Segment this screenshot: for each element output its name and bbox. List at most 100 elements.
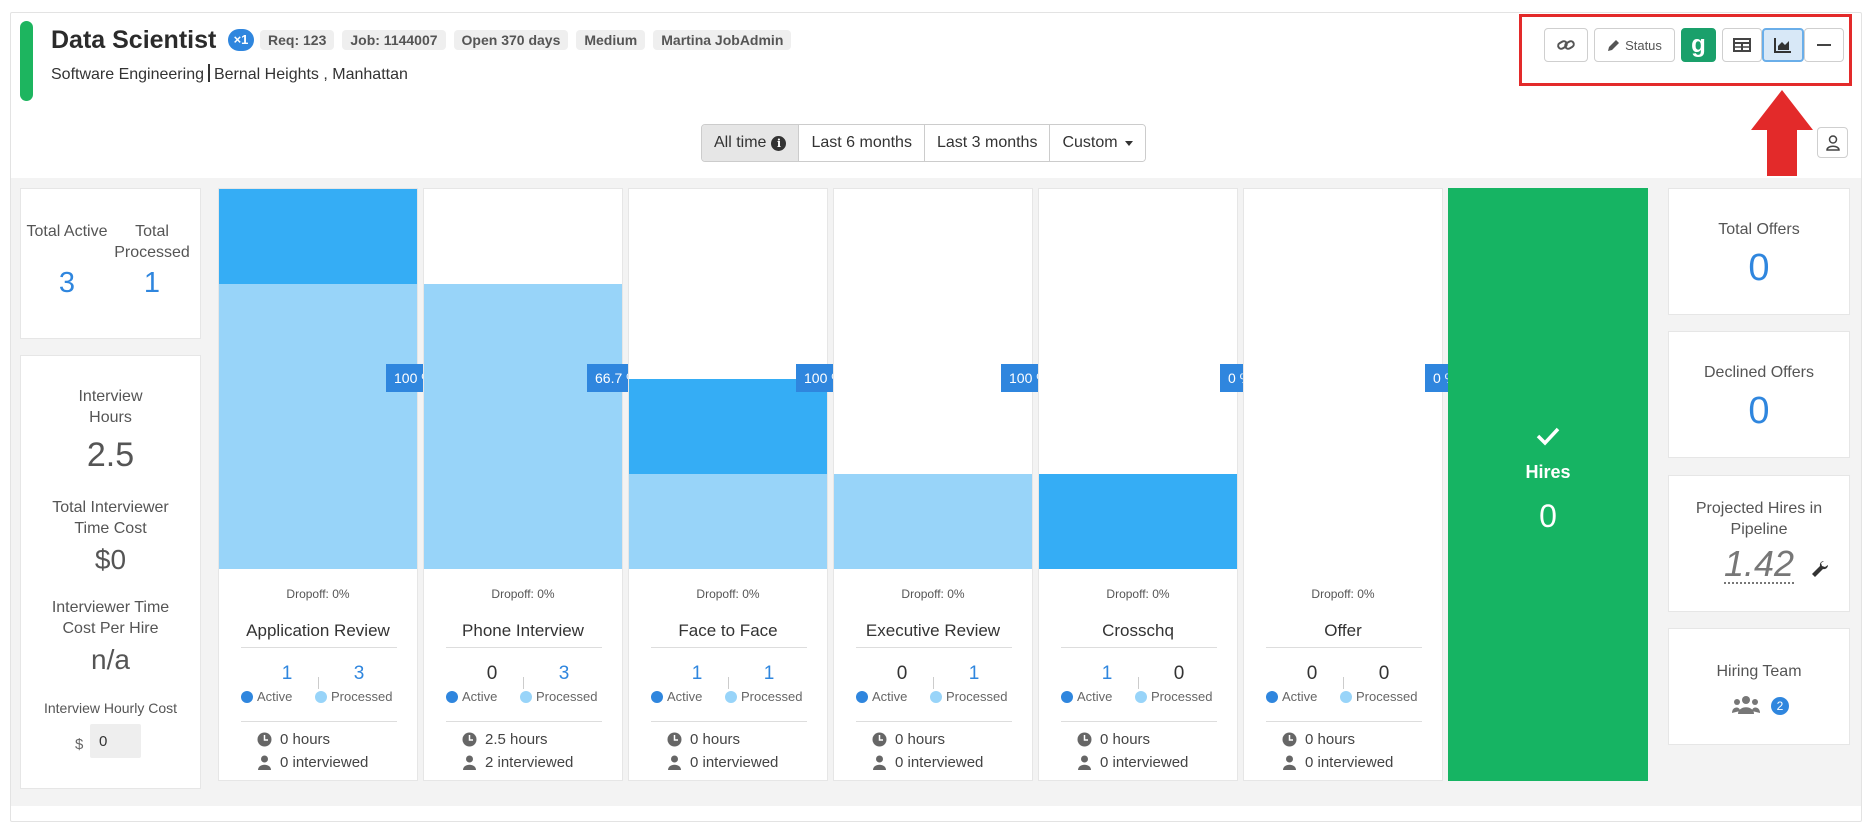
clock-icon — [1077, 732, 1092, 747]
declined-offers-value[interactable]: 0 — [1748, 390, 1770, 432]
active-count: 0 — [1306, 663, 1318, 684]
processed-bar — [629, 474, 827, 569]
interviewed-value: 0 interviewed — [280, 754, 369, 771]
info-icon[interactable]: i — [771, 135, 787, 151]
count-divider — [728, 677, 729, 689]
chart-view-button[interactable] — [1762, 28, 1804, 62]
stage-column[interactable]: Dropoff: 0% Offer 0 0 Active Processed 0 hours… — [1243, 188, 1443, 781]
collapse-button[interactable] — [1804, 28, 1844, 62]
interviewed-value: 0 interviewed — [895, 754, 984, 771]
active-bar — [219, 189, 417, 284]
hiring-team-view-button[interactable] — [1817, 127, 1848, 158]
count-divider — [318, 677, 319, 689]
interviewed-row: 0 interviewed — [667, 754, 778, 771]
area-chart-icon — [1774, 38, 1791, 53]
processed-legend: Processed — [1340, 689, 1417, 704]
time-range-filter: All time i Last 6 months Last 3 months Cu… — [701, 124, 1146, 162]
active-dot-icon — [856, 690, 868, 703]
active-count[interactable]: 1 — [691, 663, 703, 684]
stage-column[interactable]: Dropoff: 0% Crosschq 1 0 Active Processed 0 ho… — [1038, 188, 1238, 781]
stage-name: Phone Interview — [462, 621, 584, 640]
stage-column[interactable]: Dropoff: 0% Phone Interview 0 3 Active Proces… — [423, 188, 623, 781]
hours-row: 0 hours — [1077, 731, 1150, 748]
clock-icon — [1282, 732, 1297, 747]
active-legend: Active — [651, 689, 702, 704]
dropoff-label: Dropoff: 0% — [696, 587, 760, 601]
time-option-label: All time — [714, 134, 767, 151]
hiring-team-card[interactable]: Hiring Team 2 — [1668, 628, 1850, 745]
hourly-cost-input[interactable]: 0 — [90, 724, 141, 758]
dropoff-label: Dropoff: 0% — [286, 587, 350, 601]
job-title[interactable]: Data Scientist — [51, 26, 217, 54]
status-button[interactable]: Status — [1594, 28, 1675, 62]
active-dot-icon — [1266, 690, 1278, 703]
hires-label: Hires — [1525, 462, 1571, 482]
wrench-icon[interactable] — [1811, 560, 1829, 578]
stage-name: Application Review — [246, 621, 390, 640]
processed-count[interactable]: 1 — [763, 663, 775, 684]
hourly-cost-label: Interview Hourly Cost — [43, 700, 178, 716]
cost-per-hire-value: n/a — [91, 644, 130, 675]
table-icon — [1733, 38, 1751, 52]
projected-hires-card: Projected Hires in Pipeline 1.42 — [1668, 475, 1850, 612]
time-option-all-time[interactable]: All time i — [702, 125, 800, 161]
person-icon — [1825, 134, 1840, 151]
projected-hires-value[interactable]: 1.42 — [1724, 543, 1795, 584]
processed-legend: Processed — [315, 689, 392, 704]
table-view-button[interactable] — [1722, 28, 1762, 62]
processed-legend-label: Processed — [946, 689, 1008, 704]
divider — [1061, 647, 1217, 648]
active-legend: Active — [1266, 689, 1317, 704]
minus-icon — [1817, 44, 1831, 46]
interviewed-row: 2 interviewed — [462, 754, 573, 771]
job-subtitle: Software Engineering Bernal Heights , Man… — [51, 64, 408, 84]
hiring-team-label: Hiring Team — [1716, 663, 1802, 680]
time-option-custom[interactable]: Custom — [1050, 125, 1145, 161]
interviewed-value: 0 interviewed — [1305, 754, 1394, 771]
processed-count[interactable]: 1 — [968, 663, 980, 684]
interview-hours-label: Interview Hours — [78, 388, 143, 426]
count-divider — [933, 677, 934, 689]
stage-column[interactable]: Dropoff: 0% Application Review 1 3 Active Pro… — [218, 188, 418, 781]
interview-stats-card: Interview Hours 2.5 Total Interviewer Ti… — [20, 355, 201, 789]
greenhouse-button[interactable]: g — [1681, 28, 1716, 62]
processed-dot-icon — [315, 690, 327, 703]
stage-column[interactable]: Dropoff: 0% Executive Review 0 1 Active Proce… — [833, 188, 1033, 781]
processed-legend: Processed — [520, 689, 597, 704]
total-offers-value[interactable]: 0 — [1748, 247, 1770, 289]
job-meta-chips: Req: 123 Job: 1144007 Open 370 days Medi… — [260, 30, 792, 50]
department-label: Software Engineering — [51, 66, 204, 83]
time-option-last-6-months[interactable]: Last 6 months — [799, 125, 925, 161]
pencil-icon — [1608, 39, 1620, 51]
processed-bar — [219, 284, 417, 569]
divider — [241, 647, 397, 648]
time-option-last-3-months[interactable]: Last 3 months — [924, 125, 1051, 161]
active-count[interactable]: 1 — [1101, 663, 1113, 684]
active-bar — [629, 379, 827, 474]
active-count: 0 — [896, 663, 908, 684]
total-active-value[interactable]: 3 — [58, 267, 76, 299]
divider — [856, 721, 1012, 722]
copy-link-button[interactable] — [1544, 28, 1588, 62]
stage-column[interactable]: Dropoff: 0% Face to Face 1 1 Active Processed… — [628, 188, 828, 781]
processed-count: 0 — [1378, 663, 1390, 684]
processed-count[interactable]: 3 — [558, 663, 570, 684]
active-legend-label: Active — [667, 689, 703, 704]
total-processed-value[interactable]: 1 — [143, 267, 161, 299]
dropoff-label: Dropoff: 0% — [1311, 587, 1375, 601]
active-count: 0 — [486, 663, 498, 684]
active-bar — [1039, 474, 1237, 569]
person-icon — [258, 755, 271, 770]
job-id-chip: Job: 1144007 — [342, 30, 446, 50]
person-icon — [1078, 755, 1091, 770]
interviewed-row: 0 interviewed — [257, 754, 368, 771]
hires-column[interactable]: Hires 0 — [1448, 188, 1648, 781]
person-icon — [668, 755, 681, 770]
check-icon — [1536, 427, 1560, 446]
clock-icon — [462, 732, 477, 747]
processed-bar — [834, 474, 1032, 569]
active-count[interactable]: 1 — [281, 663, 293, 684]
declined-offers-label: Declined Offers — [1704, 364, 1814, 381]
hours-value: 0 hours — [1305, 731, 1356, 748]
processed-count[interactable]: 3 — [353, 663, 365, 684]
